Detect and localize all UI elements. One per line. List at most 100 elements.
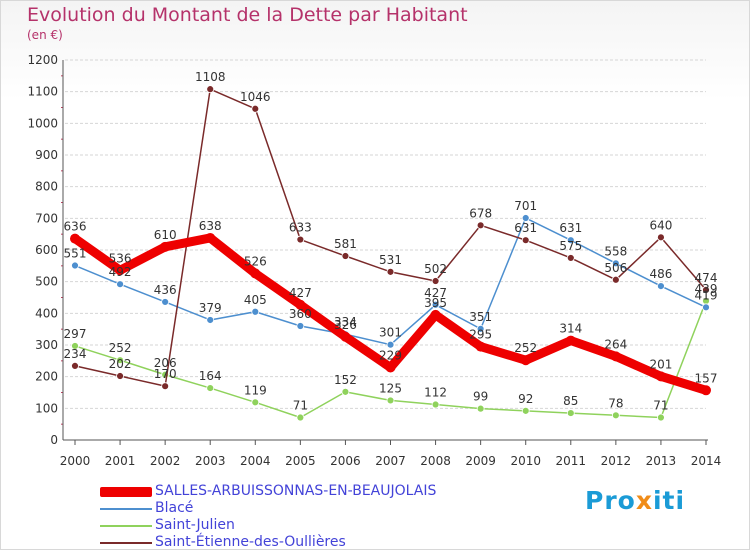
data-label: 1108 xyxy=(195,70,226,84)
y-tick-label: 500 xyxy=(35,275,58,289)
series-point xyxy=(657,233,665,242)
brand-logo-part3: iti xyxy=(652,486,686,515)
series-point xyxy=(476,221,485,230)
x-tick-label: 2005 xyxy=(285,454,316,468)
series-point xyxy=(71,261,79,270)
data-label: 526 xyxy=(244,254,267,268)
series-point xyxy=(250,268,261,279)
data-label: 701 xyxy=(514,199,537,213)
data-label: 531 xyxy=(379,253,402,267)
y-tick-label: 200 xyxy=(35,370,58,384)
y-tick-label: 1200 xyxy=(27,53,58,67)
series-point xyxy=(431,277,440,285)
data-label: 575 xyxy=(559,239,582,253)
series-point xyxy=(116,280,124,289)
series-point xyxy=(70,233,80,244)
series-group xyxy=(71,85,710,391)
data-label: 201 xyxy=(649,357,672,371)
series-point xyxy=(702,285,710,294)
series-point xyxy=(655,371,666,382)
data-label: 379 xyxy=(199,301,222,315)
series-point xyxy=(385,362,396,373)
data-label: 264 xyxy=(604,337,627,351)
x-tick-label: 2003 xyxy=(195,454,226,468)
legend-swatch xyxy=(100,508,152,510)
y-tick-label: 0 xyxy=(50,433,58,447)
legend-swatch xyxy=(100,525,152,527)
data-label: 157 xyxy=(695,371,718,385)
series-point xyxy=(565,335,576,346)
series-group xyxy=(70,232,711,396)
data-label: 295 xyxy=(469,328,492,342)
series-point xyxy=(341,252,350,260)
series-point xyxy=(611,275,620,284)
series-point xyxy=(701,385,711,396)
data-label: 229 xyxy=(379,348,402,362)
data-label: 439 xyxy=(695,282,718,296)
series-point xyxy=(296,413,305,422)
y-tick-label: 1000 xyxy=(27,116,58,130)
data-label: 581 xyxy=(334,237,357,251)
y-tick-label: 900 xyxy=(35,148,58,162)
data-label: 551 xyxy=(64,247,87,261)
data-label: 492 xyxy=(109,265,132,279)
data-label: 427 xyxy=(289,286,312,300)
series-point xyxy=(206,384,215,392)
data-label: 334 xyxy=(334,315,357,329)
series-point xyxy=(430,309,441,320)
chart-unit-label: (en €) xyxy=(27,28,63,42)
series-point xyxy=(431,400,440,409)
data-label: 558 xyxy=(604,244,627,258)
series-point xyxy=(521,236,530,245)
series-point xyxy=(115,265,126,276)
brand-logo-part2: x xyxy=(635,486,653,515)
data-label: 351 xyxy=(469,310,492,324)
data-label: 125 xyxy=(379,381,402,395)
series-point xyxy=(431,300,440,309)
data-label: 405 xyxy=(244,293,267,307)
data-label: 1046 xyxy=(240,90,271,104)
data-label: 152 xyxy=(334,373,357,387)
data-label: 234 xyxy=(64,347,87,361)
x-tick-label: 2014 xyxy=(691,454,722,468)
series-point xyxy=(251,398,260,407)
data-label: 631 xyxy=(559,221,582,235)
chart-title: Evolution du Montant de la Dette par Hab… xyxy=(27,4,468,26)
legend-label: Saint-Étienne-des-Oullières xyxy=(155,534,346,550)
data-label: 326 xyxy=(334,318,357,332)
brand-logo: Proxiti xyxy=(585,486,685,515)
data-label: 71 xyxy=(653,399,668,413)
data-label: 170 xyxy=(154,367,177,381)
series-point xyxy=(71,361,79,370)
x-tick-label: 2004 xyxy=(240,454,271,468)
series-point xyxy=(702,303,710,312)
x-tick-label: 2012 xyxy=(601,454,632,468)
data-label: 99 xyxy=(473,390,488,404)
data-label: 536 xyxy=(109,251,132,265)
series-point xyxy=(657,413,665,422)
series-point xyxy=(475,341,486,352)
series-point xyxy=(341,387,350,396)
data-label: 395 xyxy=(424,296,447,310)
data-label: 502 xyxy=(424,262,447,276)
x-tick-label: 2008 xyxy=(420,454,451,468)
series-point xyxy=(116,356,124,365)
series-point xyxy=(476,324,485,333)
legend-label: Saint-Julien xyxy=(155,517,235,533)
data-label: 206 xyxy=(154,356,177,370)
series-point xyxy=(566,236,575,245)
series-point xyxy=(295,299,306,310)
series-point xyxy=(71,342,79,350)
data-label: 678 xyxy=(469,206,492,220)
x-tick-label: 2007 xyxy=(375,454,406,468)
y-tick-label: 700 xyxy=(35,211,58,225)
data-label: 360 xyxy=(289,307,312,321)
data-label: 112 xyxy=(424,386,447,400)
series-point xyxy=(206,316,215,324)
data-label: 202 xyxy=(109,357,132,371)
series-point xyxy=(386,340,395,349)
series-point xyxy=(205,232,216,243)
data-label: 640 xyxy=(649,218,672,232)
data-label: 474 xyxy=(695,271,718,285)
x-tick-label: 2011 xyxy=(556,454,587,468)
